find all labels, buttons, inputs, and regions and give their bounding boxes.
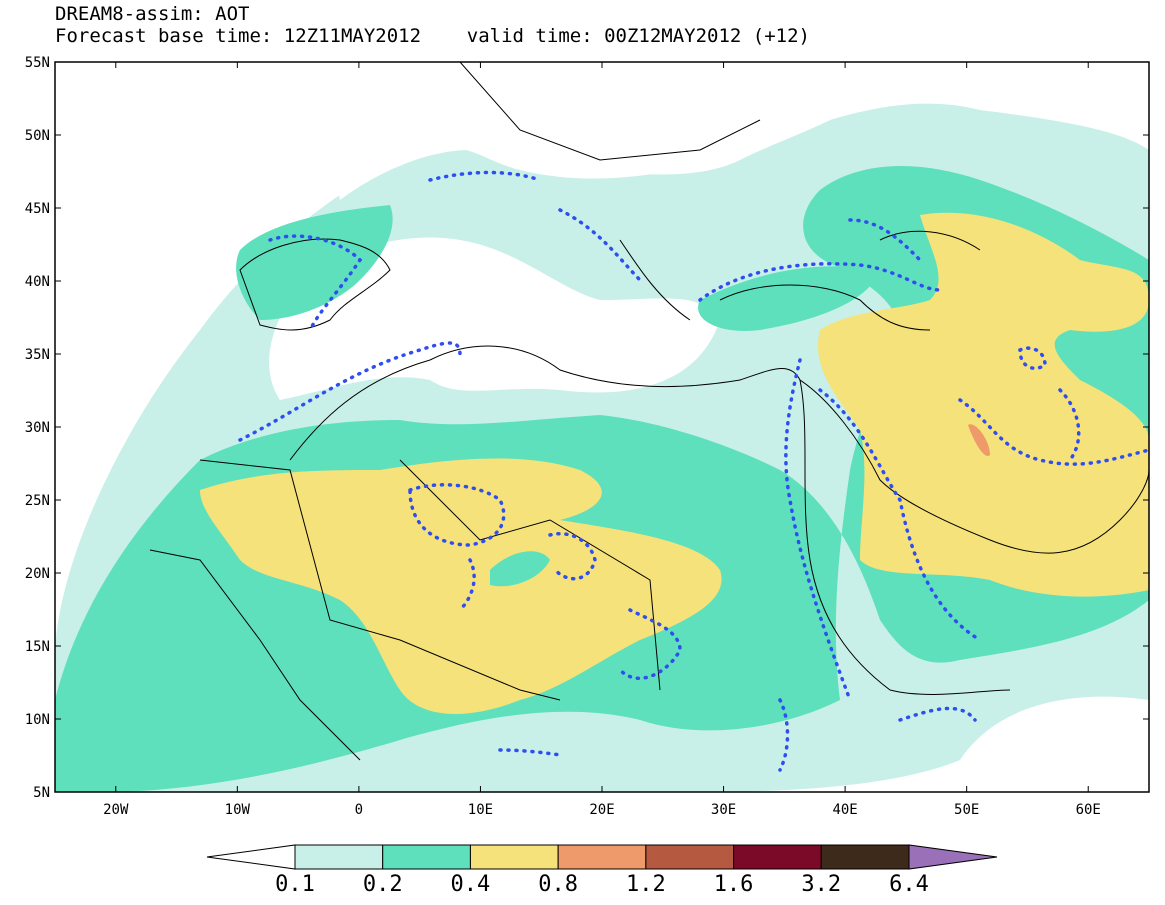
colorbar-segment — [645, 844, 735, 870]
lat-label: 55N — [25, 55, 50, 71]
lat-label: 45N — [25, 201, 50, 217]
lat-label: 15N — [25, 639, 50, 655]
colorbar-high-triangle — [908, 844, 998, 870]
colorbar-low-triangle — [206, 844, 296, 870]
map-title: DREAM8-assim: AOT — [55, 3, 250, 25]
deposition-contours — [238, 170, 1151, 772]
lat-label: 30N — [25, 420, 50, 436]
colorbar-label: 3.2 — [801, 872, 841, 897]
lat-label: 40N — [25, 274, 50, 290]
longitude-axis: 20W 10W 0 10E 20E 30E 40E 50E 60E — [103, 62, 1101, 818]
latitude-axis: 5N 10N 15N 20N 25N 30N 35N 40N 45N 50N 55N — [25, 55, 1149, 801]
aot-band-0-2 — [55, 166, 1149, 792]
colorbar-segment — [294, 844, 384, 870]
coastlines — [149, 62, 1149, 761]
lat-label: 35N — [25, 347, 50, 363]
colorbar: 0.1 0.2 0.4 0.8 1.2 1.6 3.2 6.4 — [206, 844, 998, 897]
lon-label: 40E — [832, 802, 857, 818]
aot-clear-pocket-sahara — [490, 551, 550, 587]
lon-label: 10W — [225, 802, 251, 818]
colorbar-label: 1.6 — [714, 872, 754, 897]
lon-label: 10E — [468, 802, 493, 818]
lon-label: 50E — [954, 802, 979, 818]
lat-label: 50N — [25, 128, 50, 144]
aot-clear-region — [269, 237, 720, 400]
colorbar-label: 0.4 — [451, 872, 491, 897]
lon-label: 20W — [103, 802, 129, 818]
aot-band-0-8-hotspot — [968, 424, 990, 456]
lon-label: 20E — [589, 802, 614, 818]
colorbar-segment — [820, 844, 910, 870]
aot-band-0-2-iberia — [236, 205, 393, 320]
forecast-time-line: Forecast base time: 12Z11MAY2012 valid t… — [55, 25, 810, 47]
colorbar-segment — [733, 844, 822, 870]
colorbar-label: 6.4 — [889, 872, 929, 897]
colorbar-segment — [382, 844, 471, 870]
colorbar-label: 0.1 — [275, 872, 315, 897]
colorbar-label: 0.8 — [538, 872, 578, 897]
aot-band-0-4-sahara — [200, 458, 722, 714]
lon-label: 30E — [711, 802, 736, 818]
lon-label: 0 — [355, 802, 363, 818]
lat-label: 25N — [25, 493, 50, 509]
colorbar-segment — [557, 844, 647, 870]
lat-label: 20N — [25, 566, 50, 582]
colorbar-label: 1.2 — [626, 872, 666, 897]
lat-label: 10N — [25, 712, 50, 728]
colorbar-segment — [469, 844, 559, 870]
lat-label: 5N — [33, 785, 50, 801]
aot-band-0-2-east-med — [698, 266, 880, 331]
colorbar-label: 0.2 — [363, 872, 403, 897]
lon-label: 60E — [1076, 802, 1101, 818]
aot-clear-region-north — [336, 62, 900, 200]
